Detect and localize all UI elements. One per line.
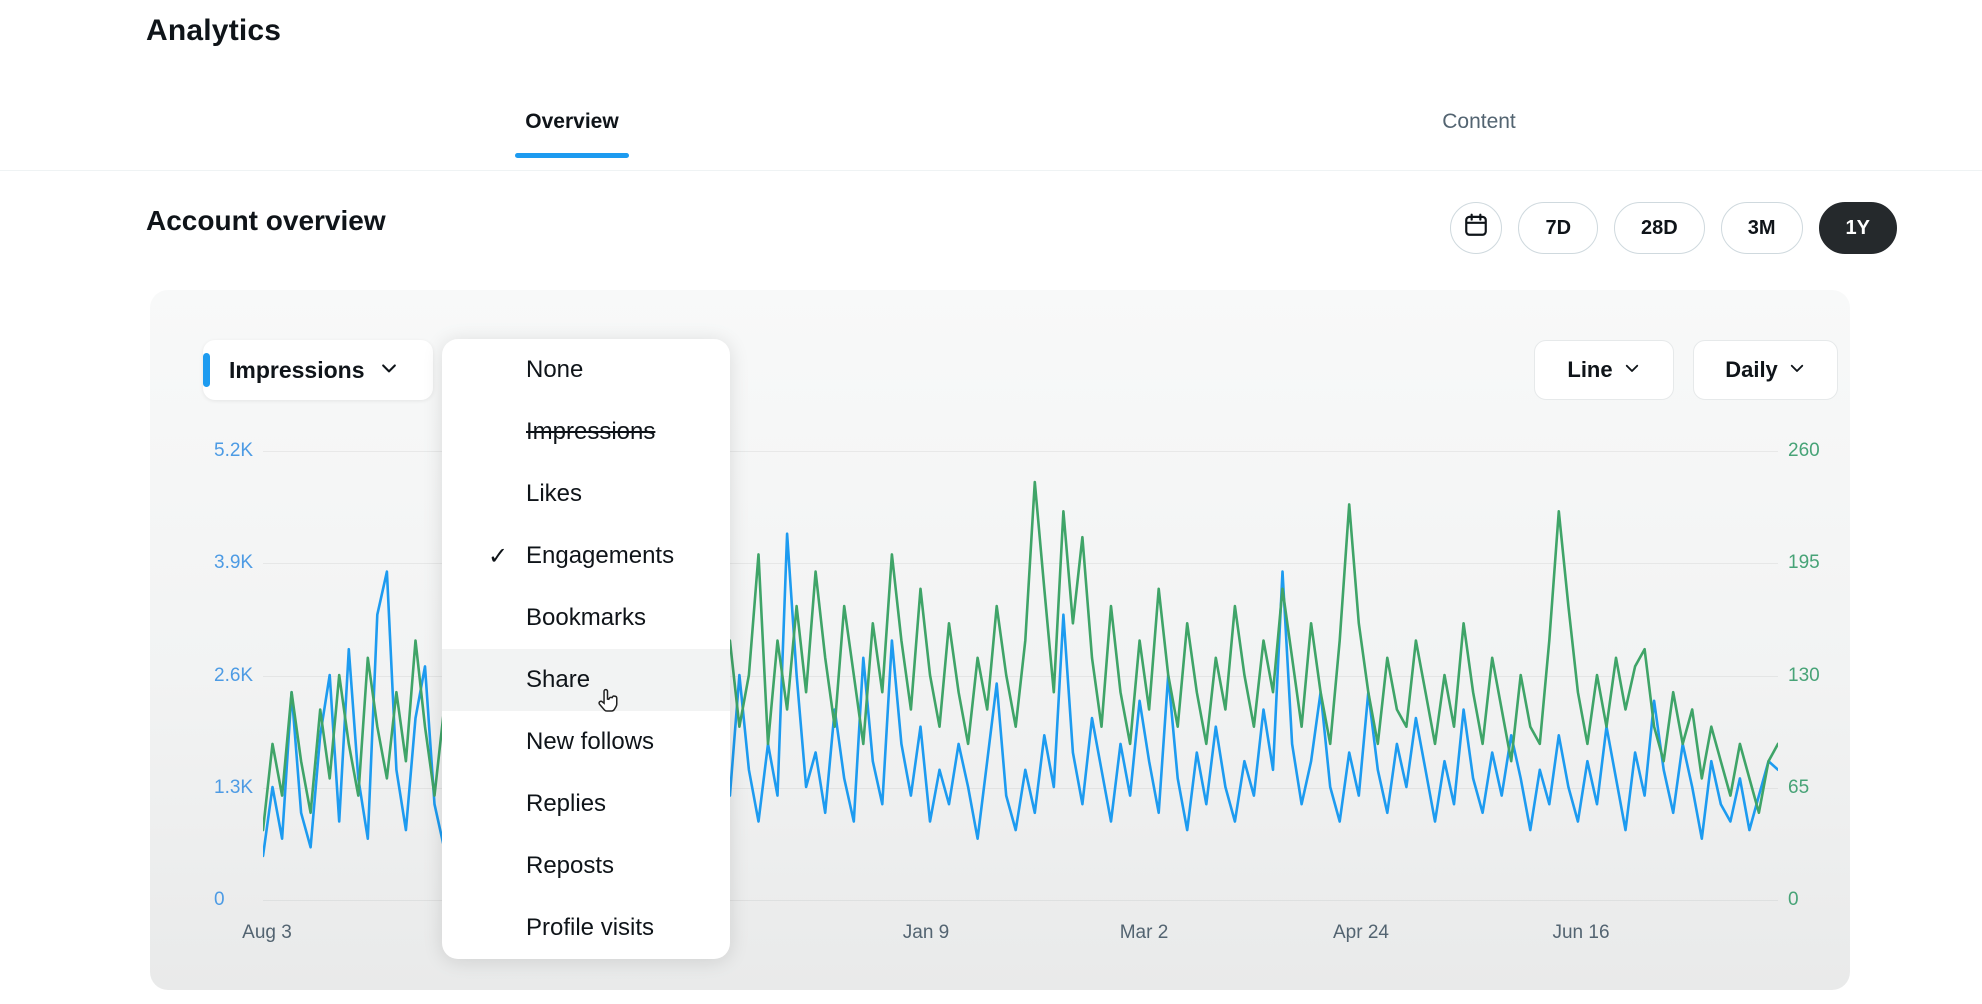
active-tab-underline [515, 153, 629, 158]
menu-item-label: Impressions [526, 418, 656, 445]
chart-type-label: Line [1567, 357, 1613, 382]
y-axis-left-tick: 5.2K [214, 440, 254, 461]
y-axis-left-tick: 0 [214, 889, 225, 910]
y-axis-right-tick: 195 [1788, 552, 1820, 573]
range-3m-button[interactable]: 3M [1720, 202, 1803, 254]
range-28d-button[interactable]: 28D [1614, 202, 1705, 254]
x-axis-tick: Aug 3 [242, 922, 292, 943]
menu-item-label: Reposts [526, 852, 615, 879]
y-axis-left-tick: 2.6K [214, 665, 254, 686]
calendar-icon [1463, 212, 1489, 244]
menu-item-label: None [526, 356, 584, 383]
mouse-cursor-icon [596, 688, 622, 721]
date-range-group: 7D 28D 3M 1Y [1450, 202, 1897, 254]
menu-item-engagements[interactable]: ✓ Engagements [442, 525, 730, 587]
metric-menu: None Impressions Likes ✓ Engagements Boo… [442, 339, 730, 959]
calendar-button[interactable] [1450, 202, 1503, 254]
y-axis-right-tick: 260 [1788, 440, 1820, 461]
menu-item-replies[interactable]: Replies [442, 773, 730, 835]
gridline [263, 451, 1778, 452]
y-axis-right-tick: 65 [1788, 777, 1810, 798]
chevron-down-icon [379, 357, 399, 384]
tab-content[interactable]: Content [1442, 110, 1516, 134]
menu-item-label: Replies [526, 790, 607, 817]
x-axis-tick: Mar 2 [1119, 922, 1169, 943]
y-axis-left-tick: 3.9K [214, 552, 254, 573]
y-axis-left-tick: 1.3K [214, 777, 254, 798]
menu-item-profile-visits[interactable]: Profile visits [442, 897, 730, 959]
x-axis-tick: Jun 16 [1552, 922, 1610, 943]
x-axis-tick: Jan 9 [902, 922, 950, 943]
menu-item-impressions[interactable]: Impressions [442, 401, 730, 463]
tab-content-label: Content [1442, 110, 1516, 133]
y-axis-right-tick: 130 [1788, 665, 1820, 686]
metric-selector-button[interactable]: Impressions [203, 340, 433, 400]
chevron-down-icon [1623, 357, 1641, 383]
chevron-down-icon [1788, 357, 1806, 383]
check-icon: ✓ [488, 542, 509, 570]
gridline [263, 563, 1778, 564]
granularity-label: Daily [1725, 357, 1778, 382]
menu-item-label: Likes [526, 480, 583, 507]
menu-item-label: Bookmarks [526, 604, 647, 631]
x-axis-tick: Apr 24 [1333, 922, 1389, 943]
menu-item-likes[interactable]: Likes [442, 463, 730, 525]
menu-item-bookmarks[interactable]: Bookmarks [442, 587, 730, 649]
tab-divider [0, 170, 1982, 171]
range-1y-button[interactable]: 1Y [1818, 202, 1897, 254]
menu-item-none[interactable]: None [442, 339, 730, 401]
tab-overview-label: Overview [525, 110, 619, 133]
menu-item-label: Share [526, 666, 591, 693]
menu-item-label: Engagements [526, 542, 675, 569]
y-axis-right-tick: 0 [1788, 889, 1799, 910]
menu-item-label: Profile visits [526, 914, 655, 941]
menu-item-share[interactable]: Share [442, 649, 730, 711]
gridline [263, 900, 1778, 901]
tab-overview[interactable]: Overview [525, 110, 618, 134]
granularity-button[interactable]: Daily [1693, 340, 1838, 400]
metric-selector-label: Impressions [229, 356, 365, 383]
metric-accent-bar [203, 353, 210, 387]
section-title: Account overview [146, 205, 386, 236]
chart-card: Impressions Line Daily 5.2K 3.9K 2.6K 1.… [150, 290, 1850, 990]
menu-item-reposts[interactable]: Reposts [442, 835, 730, 897]
menu-item-new-follows[interactable]: New follows [442, 711, 730, 773]
range-7d-button[interactable]: 7D [1518, 202, 1599, 254]
menu-item-label: New follows [526, 728, 655, 755]
chart-type-button[interactable]: Line [1534, 340, 1674, 400]
gridline [263, 788, 1778, 789]
page-title: Analytics [146, 14, 282, 47]
